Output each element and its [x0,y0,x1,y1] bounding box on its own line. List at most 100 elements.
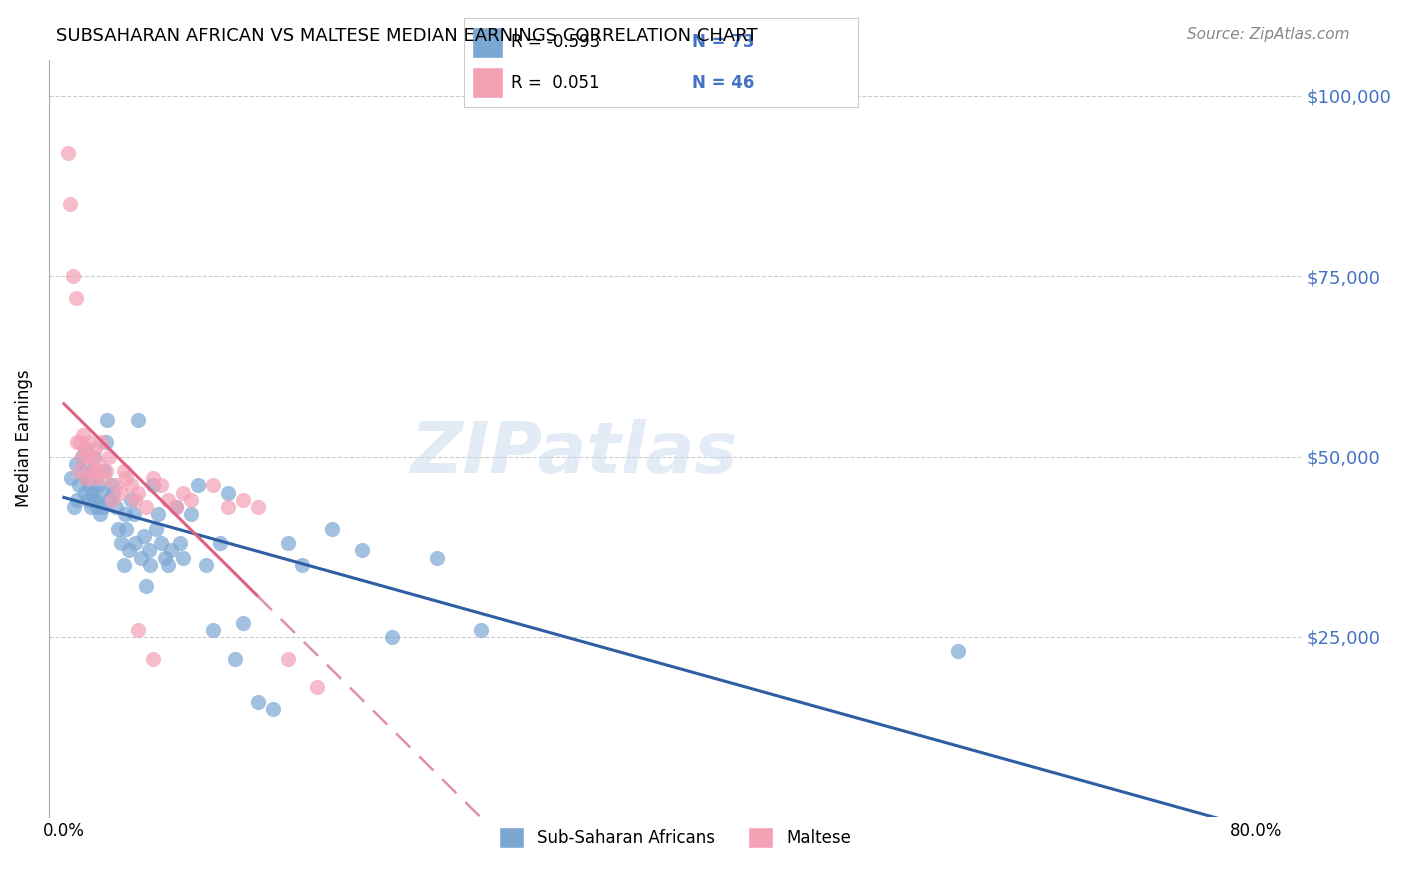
Point [145,522,167,536]
Point [75,471,97,485]
Point [262,702,284,716]
Point [76,450,98,464]
Point [100,492,122,507]
Point [77,435,100,450]
Point [209,536,232,550]
Point [232,492,254,507]
Point [948,644,970,658]
Text: N = 73: N = 73 [692,33,755,51]
Point [59,197,82,211]
Point [470,623,492,637]
Point [80,500,103,514]
Point [80,464,103,478]
Point [75,442,97,457]
Point [70,450,93,464]
Point [84,492,107,507]
Point [69,435,91,450]
Point [149,478,172,492]
Point [112,464,135,478]
Point [67,464,90,478]
Point [157,492,180,507]
Point [93,464,115,478]
Point [142,471,165,485]
Point [246,695,269,709]
Point [94,435,117,450]
Point [352,543,374,558]
Point [201,623,224,637]
Bar [472,27,503,58]
Point [60,471,83,485]
Point [115,471,138,485]
Point [83,450,105,464]
Point [187,478,209,492]
Point [66,435,89,450]
Point [101,485,124,500]
Point [112,558,135,572]
Point [142,651,165,665]
Point [115,522,138,536]
Point [307,681,329,695]
Point [80,464,103,478]
Point [82,485,104,500]
Point [217,500,239,514]
Point [172,550,194,565]
Point [124,492,146,507]
Point [110,485,132,500]
Point [146,508,169,522]
Point [138,543,160,558]
Point [120,492,142,507]
Point [73,485,96,500]
Point [76,492,98,507]
Point [107,522,129,536]
Point [142,478,165,492]
Point [381,630,404,644]
Point [114,508,136,522]
Point [135,500,157,514]
Point [155,550,177,565]
Point [86,464,108,478]
Point [276,651,298,665]
Point [232,615,254,630]
Text: Source: ZipAtlas.com: Source: ZipAtlas.com [1187,27,1350,42]
Point [127,485,149,500]
Point [72,428,94,442]
Point [66,492,89,507]
Point [90,435,112,450]
Point [94,464,117,478]
Point [426,550,449,565]
Point [87,457,110,471]
Point [97,450,120,464]
Point [122,508,145,522]
Point [72,464,94,478]
Point [86,500,108,514]
Bar [472,67,503,98]
Point [75,471,97,485]
Point [110,536,132,550]
Point [70,450,93,464]
Point [246,500,269,514]
Point [160,543,183,558]
Point [120,478,142,492]
Point [65,291,87,305]
Point [63,500,86,514]
Point [105,478,128,492]
Text: N = 46: N = 46 [692,74,755,92]
Point [169,536,191,550]
Point [67,478,90,492]
Point [105,500,128,514]
Point [91,500,114,514]
Point [165,500,187,514]
Point [83,471,105,485]
Point [97,492,120,507]
Text: R = -0.593: R = -0.593 [512,33,600,51]
Point [93,471,115,485]
Point [127,413,149,427]
Point [89,508,111,522]
Text: R =  0.051: R = 0.051 [512,74,600,92]
Point [172,485,194,500]
Point [276,536,298,550]
Point [194,558,217,572]
Point [224,651,246,665]
Point [134,529,156,543]
Point [217,485,239,500]
